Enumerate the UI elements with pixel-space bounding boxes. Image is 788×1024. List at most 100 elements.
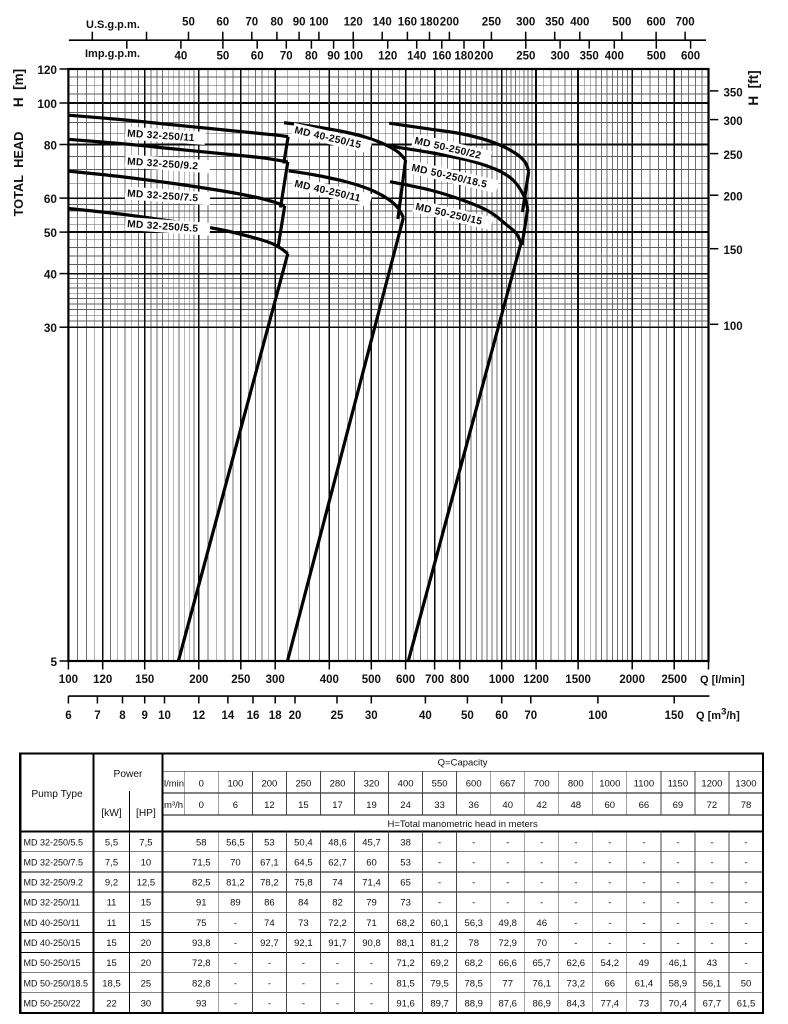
svg-text:67,1: 67,1 <box>260 857 279 868</box>
svg-text:600: 600 <box>647 17 666 29</box>
svg-text:100: 100 <box>344 51 363 63</box>
svg-text:Imp.g.p.m.: Imp.g.p.m. <box>85 48 140 60</box>
svg-text:300: 300 <box>551 51 570 63</box>
svg-text:100: 100 <box>588 710 607 722</box>
svg-text:-: - <box>608 837 611 848</box>
svg-text:350: 350 <box>724 87 743 99</box>
svg-text:11: 11 <box>107 918 117 929</box>
svg-text:20: 20 <box>141 938 152 949</box>
svg-text:-: - <box>234 999 237 1010</box>
svg-text:-: - <box>506 837 509 848</box>
svg-text:-: - <box>574 938 577 949</box>
svg-text:65,7: 65,7 <box>532 958 551 969</box>
svg-text:82: 82 <box>332 898 343 909</box>
svg-text:550: 550 <box>432 778 448 789</box>
svg-text:50: 50 <box>217 51 230 63</box>
svg-text:87,6: 87,6 <box>498 999 517 1010</box>
svg-text:-: - <box>234 958 237 969</box>
svg-text:73,2: 73,2 <box>567 978 586 989</box>
svg-text:m³/h: m³/h <box>164 800 183 811</box>
svg-text:700: 700 <box>676 17 695 29</box>
svg-text:84,3: 84,3 <box>567 999 586 1010</box>
svg-text:86: 86 <box>264 898 275 909</box>
svg-text:20: 20 <box>289 710 302 722</box>
svg-text:Pump Type: Pump Type <box>31 789 83 800</box>
svg-text:-: - <box>574 918 577 929</box>
svg-text:77,4: 77,4 <box>601 999 620 1010</box>
svg-text:11: 11 <box>107 898 117 909</box>
svg-text:-: - <box>642 898 645 909</box>
svg-text:70: 70 <box>230 857 241 868</box>
svg-text:74: 74 <box>332 878 343 889</box>
svg-text:73: 73 <box>298 918 309 929</box>
svg-text:40: 40 <box>502 800 513 811</box>
svg-text:16: 16 <box>247 710 260 722</box>
svg-text:48: 48 <box>571 800 582 811</box>
svg-text:8: 8 <box>119 710 126 722</box>
svg-text:100: 100 <box>724 321 743 333</box>
svg-text:77: 77 <box>502 978 513 989</box>
svg-text:7,5: 7,5 <box>105 857 118 868</box>
svg-text:69: 69 <box>673 800 684 811</box>
svg-text:667: 667 <box>500 778 516 789</box>
svg-text:-: - <box>744 958 747 969</box>
svg-text:56,3: 56,3 <box>464 918 483 929</box>
svg-text:56,5: 56,5 <box>226 837 245 848</box>
svg-text:79: 79 <box>366 898 377 909</box>
svg-text:250: 250 <box>516 51 535 63</box>
svg-text:-: - <box>268 978 271 989</box>
svg-text:6: 6 <box>233 800 238 811</box>
svg-text:1300: 1300 <box>735 778 756 789</box>
svg-text:12: 12 <box>192 710 205 722</box>
svg-text:-: - <box>676 898 679 909</box>
svg-text:12: 12 <box>264 800 275 811</box>
svg-text:-: - <box>676 857 679 868</box>
svg-text:-: - <box>642 938 645 949</box>
svg-text:61,5: 61,5 <box>737 999 756 1010</box>
svg-text:400: 400 <box>570 17 589 29</box>
svg-text:-: - <box>234 918 237 929</box>
svg-text:66: 66 <box>605 978 616 989</box>
svg-text:[HP]: [HP] <box>136 808 156 819</box>
svg-text:-: - <box>506 878 509 889</box>
svg-text:50,4: 50,4 <box>294 837 313 848</box>
svg-text:75,8: 75,8 <box>294 878 313 889</box>
svg-text:-: - <box>574 837 577 848</box>
svg-text:-: - <box>472 837 475 848</box>
svg-text:33: 33 <box>434 800 445 811</box>
svg-text:180: 180 <box>454 51 473 63</box>
svg-text:71,4: 71,4 <box>362 878 381 889</box>
svg-text:71,2: 71,2 <box>396 958 415 969</box>
svg-text:60,1: 60,1 <box>430 918 449 929</box>
svg-text:88,1: 88,1 <box>396 938 415 949</box>
svg-text:l/min: l/min <box>164 778 184 789</box>
svg-text:-: - <box>472 878 475 889</box>
svg-text:320: 320 <box>364 778 380 789</box>
svg-text:-: - <box>744 857 747 868</box>
svg-text:500: 500 <box>362 674 381 686</box>
svg-text:-: - <box>710 918 713 929</box>
svg-text:-: - <box>608 918 611 929</box>
svg-text:72,9: 72,9 <box>498 938 517 949</box>
svg-text:1100: 1100 <box>634 778 654 789</box>
svg-text:70: 70 <box>280 51 293 63</box>
svg-text:36: 36 <box>468 800 479 811</box>
svg-text:140: 140 <box>373 17 392 29</box>
svg-text:54,2: 54,2 <box>601 958 620 969</box>
svg-text:92,7: 92,7 <box>260 938 279 949</box>
svg-text:86,9: 86,9 <box>532 999 551 1010</box>
svg-text:62,6: 62,6 <box>567 958 586 969</box>
svg-text:Q=Capacity: Q=Capacity <box>438 758 488 769</box>
svg-text:-: - <box>676 938 679 949</box>
svg-text:-: - <box>608 878 611 889</box>
svg-text:MD 32-250/5.5: MD 32-250/5.5 <box>24 837 84 847</box>
svg-text:70,4: 70,4 <box>669 999 688 1010</box>
svg-text:9: 9 <box>141 710 147 722</box>
svg-text:-: - <box>540 857 543 868</box>
svg-text:60: 60 <box>366 857 377 868</box>
svg-text:38: 38 <box>400 837 411 848</box>
svg-text:-: - <box>540 837 543 848</box>
svg-text:400: 400 <box>605 51 624 63</box>
svg-text:56,1: 56,1 <box>703 978 722 989</box>
svg-text:250: 250 <box>724 150 743 162</box>
